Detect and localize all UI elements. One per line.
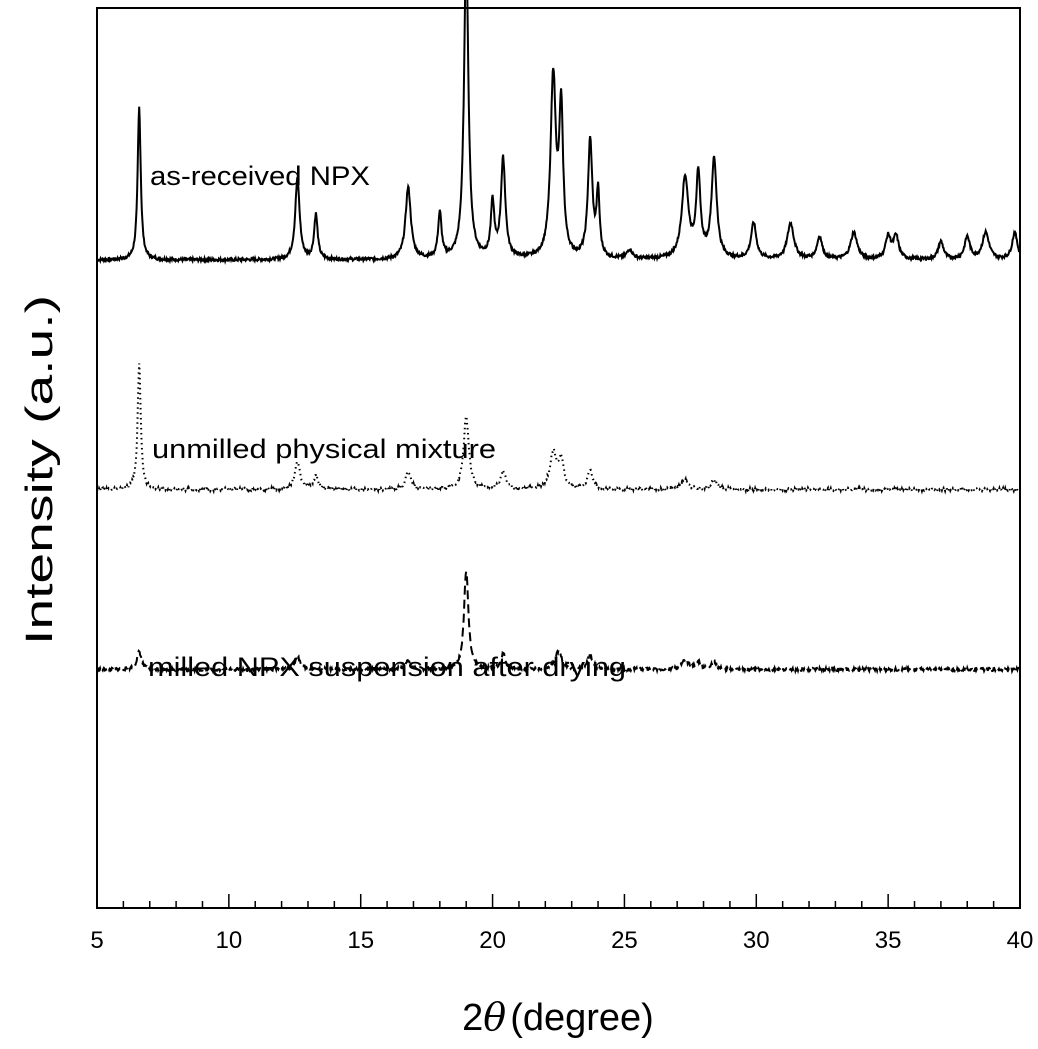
plot-frame [96, 7, 1021, 909]
series-line-solid [96, 0, 1021, 266]
x-axis-ticks [96, 894, 1021, 908]
x-axis-tick-labels: 5 10 15 20 25 30 35 40 [90, 927, 1033, 954]
y-axis-title: Intensity (a.u.) [19, 295, 61, 645]
series-label-unmilled-mixture: unmilled physical mixture [152, 434, 496, 464]
x-tick-label: 35 [875, 927, 902, 954]
x-tick-label: 40 [1007, 927, 1034, 954]
series-label-milled-suspension: milled NPX suspension after drying [148, 652, 626, 682]
series-traces [96, 0, 1021, 675]
x-tick-label: 15 [347, 927, 374, 954]
series-line-dashed [96, 567, 1021, 675]
x-axis-title: 2θ (degree) [462, 995, 654, 1039]
x-tick-label: 20 [479, 927, 506, 954]
series-label-as-received: as-received NPX [150, 161, 370, 191]
theta-symbol: θ [483, 995, 506, 1039]
x-tick-label: 5 [90, 927, 103, 954]
x-tick-label: 25 [611, 927, 638, 954]
series-line-dotted [96, 363, 1021, 495]
x-axis-title-prefix: 2 [462, 997, 483, 1039]
x-axis-title-unit: (degree) [510, 997, 654, 1039]
x-tick-label: 30 [743, 927, 770, 954]
x-tick-label: 10 [216, 927, 243, 954]
